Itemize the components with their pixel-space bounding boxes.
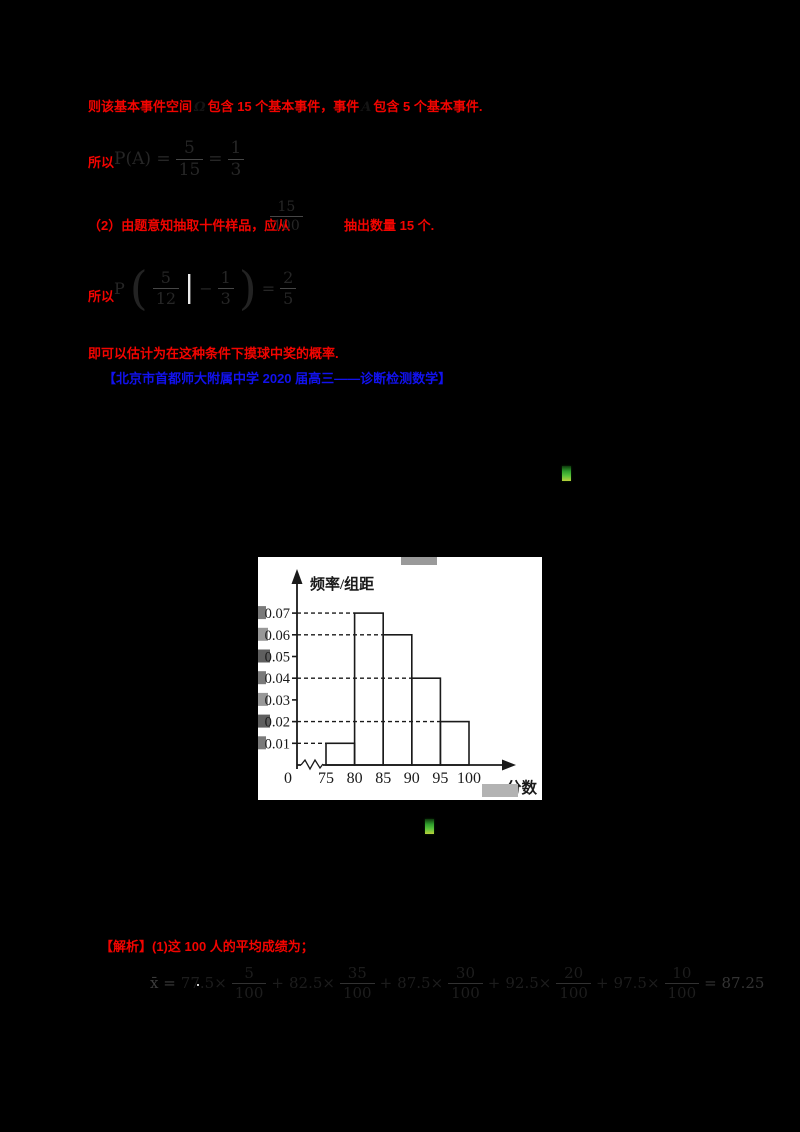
formula2-equals: = (261, 278, 276, 298)
fraction: 30 100 (448, 965, 483, 1001)
svg-text:0.02: 0.02 (265, 715, 290, 731)
svg-text:0.06: 0.06 (265, 628, 290, 644)
svg-text:0: 0 (284, 770, 292, 787)
watermark-smudge (482, 784, 518, 797)
analysis-heading: 【解析】(1)这 100 人的平均成绩为； (100, 939, 314, 954)
svg-text:0.05: 0.05 (265, 650, 290, 666)
watermark-smudge (258, 692, 268, 706)
xbar-lead: x̄ = (150, 974, 176, 992)
close-paren: ) (238, 261, 257, 315)
minus-sign: − (199, 278, 213, 298)
plus-sign: + (379, 974, 393, 992)
svg-text:0.07: 0.07 (265, 606, 290, 622)
svg-text:75: 75 (318, 770, 334, 787)
term-coef: 87.5× (397, 974, 444, 992)
green-artifact-speck (425, 819, 434, 834)
suoyi-label-1: 所以 (88, 155, 115, 170)
term-coef: 92.5× (505, 974, 552, 992)
absolute-value-bar: | (184, 270, 195, 305)
formula1-equals: = (208, 149, 223, 169)
solution-line-1: 则该基本事件空间 Ω 包含 15 个基本事件，事件 A 包含 5 个基本事件. (88, 96, 482, 115)
fraction: 10 100 (664, 965, 700, 1001)
open-paren: ( (129, 261, 148, 315)
svg-text:95: 95 (432, 770, 448, 787)
watermark-smudge (258, 714, 270, 728)
average-score-formula: x̄ = 77.5× 5 100 + 82.5× 35 100 + 87.5× 30… (150, 962, 764, 1004)
watermark-smudge (258, 649, 270, 663)
plus-sign: + (487, 974, 501, 992)
fraction: 15 100 (270, 200, 303, 233)
fraction: 5 15 (175, 139, 204, 179)
svg-text:0.04: 0.04 (265, 671, 291, 687)
frequency-histogram-panel: 频率/组距 分数 0.01 0.02 0.03 0.04 0.05 0.06 0.07 0 75 80… (258, 557, 542, 800)
suoyi-label-2: 所以 (88, 289, 115, 304)
watermark-smudge (401, 557, 437, 565)
term-coef: 77.5× (180, 974, 227, 992)
watermark-smudge (258, 606, 266, 620)
axis-break-squiggle (300, 758, 324, 771)
svg-text:80: 80 (347, 770, 363, 787)
x-axis-arrow (502, 759, 516, 771)
line1-seg1: 则该基本事件空间 (88, 99, 193, 114)
frequency-histogram: 频率/组距 分数 0.01 0.02 0.03 0.04 0.05 0.06 0.07 0 75 80… (258, 557, 542, 805)
event-a-symbol: A (361, 100, 372, 115)
svg-text:0.03: 0.03 (265, 693, 290, 709)
plus-sign: + (271, 974, 284, 992)
svg-text:100: 100 (457, 770, 481, 787)
fraction: 5 12 (152, 269, 180, 307)
fraction: 35 100 (339, 965, 375, 1001)
fraction: 20 100 (556, 965, 591, 1001)
svg-text:频率/组距: 频率/组距 (310, 575, 374, 593)
svg-text:90: 90 (404, 770, 420, 787)
y-axis-arrow (291, 569, 303, 584)
green-artifact-speck (562, 466, 571, 481)
mean-result: = 87.25 (704, 974, 765, 992)
solution-line-2-end: 抽出数量 15 个. (344, 218, 435, 233)
line1-seg3: 包含 5 个基本事件. (373, 99, 483, 114)
omega-symbol: Ω (194, 100, 206, 115)
problem-source-line: 【北京市首都师大附属中学 2020 届高三——诊断检测数学】 (103, 371, 452, 386)
svg-text:0.01: 0.01 (265, 736, 290, 752)
solution-line-2-start: （2）由题意知抽取十件样品，应从 (88, 218, 291, 233)
term-coef: 82.5× (288, 974, 335, 992)
svg-text:85: 85 (375, 770, 391, 787)
watermark-smudge (258, 671, 266, 685)
fraction: 5 100 (231, 965, 267, 1001)
plus-sign: + (595, 974, 609, 992)
inline-fraction-formula: 15 100 (270, 200, 303, 233)
solution-line-3: 即可以估计为在这种条件下摸球中奖的概率. (88, 346, 339, 361)
line1-seg2: 包含 15 个基本事件，事件 (207, 99, 360, 114)
term-coef: 97.5× (613, 974, 660, 992)
formula2-lead: P (114, 278, 125, 298)
formula1-lead: P(A) = (114, 149, 171, 169)
watermark-smudge (258, 736, 266, 750)
bright-pixel-artifact (197, 984, 199, 986)
watermark-smudge (258, 627, 268, 641)
